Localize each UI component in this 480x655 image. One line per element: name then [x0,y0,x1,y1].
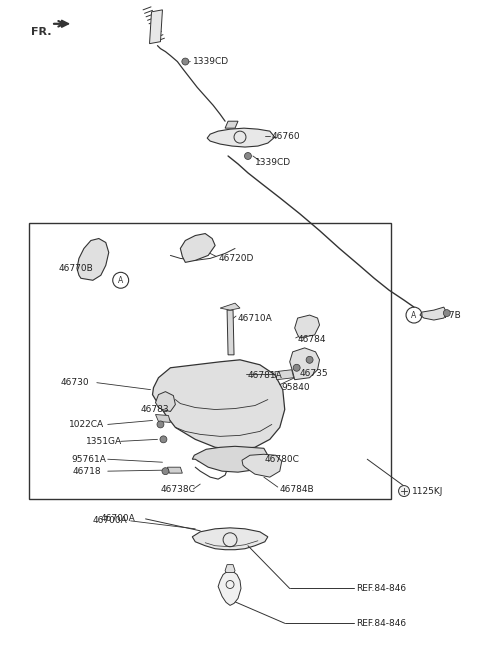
Polygon shape [192,446,268,472]
Text: 46784: 46784 [298,335,326,345]
Polygon shape [156,392,175,411]
Text: 46760: 46760 [272,132,300,141]
Polygon shape [150,10,162,44]
Text: 46735: 46735 [300,369,328,378]
Polygon shape [225,121,238,128]
Polygon shape [168,467,182,473]
Text: A: A [118,276,123,285]
Circle shape [162,468,169,475]
Polygon shape [420,307,447,320]
Bar [29,223,391,499]
Text: 46730: 46730 [61,378,90,387]
Circle shape [182,58,189,65]
Polygon shape [225,565,235,572]
Circle shape [444,310,450,316]
Polygon shape [295,315,320,338]
Text: 1339CD: 1339CD [255,159,291,168]
Polygon shape [207,128,275,147]
Text: 46738C: 46738C [160,485,195,494]
Circle shape [160,436,167,443]
Text: REF.84-846: REF.84-846 [356,584,407,593]
Text: 46700A: 46700A [93,516,128,525]
Text: 1022CA: 1022CA [69,420,104,429]
Text: 46781A: 46781A [248,371,283,380]
Polygon shape [275,370,294,380]
Polygon shape [290,348,320,380]
Text: 1125KJ: 1125KJ [412,487,444,496]
Polygon shape [218,571,241,605]
Polygon shape [220,303,240,310]
Circle shape [306,356,313,364]
Text: 46780C: 46780C [265,455,300,464]
Circle shape [157,421,164,428]
Text: 1351GA: 1351GA [86,437,122,446]
Text: A: A [411,310,417,320]
Polygon shape [77,238,109,280]
Text: 1339CD: 1339CD [193,57,229,66]
Text: 95840: 95840 [282,383,311,392]
Text: 46720D: 46720D [218,254,253,263]
Circle shape [293,364,300,371]
Polygon shape [192,528,268,550]
Text: 46700A: 46700A [101,514,135,523]
Text: 43777B: 43777B [427,310,462,320]
Polygon shape [156,415,170,422]
Text: 95761A: 95761A [71,455,106,464]
Polygon shape [180,234,215,263]
Text: 46718: 46718 [73,466,102,476]
Text: FR.: FR. [31,27,52,37]
Circle shape [244,153,252,159]
Polygon shape [242,455,282,477]
Text: 46784B: 46784B [280,485,314,494]
Text: 46710A: 46710A [238,314,273,322]
Circle shape [398,485,409,496]
Polygon shape [153,360,285,449]
Polygon shape [227,310,234,355]
Text: REF.84-846: REF.84-846 [356,619,407,627]
Text: 46783: 46783 [141,405,169,414]
Text: 46770B: 46770B [59,264,94,273]
